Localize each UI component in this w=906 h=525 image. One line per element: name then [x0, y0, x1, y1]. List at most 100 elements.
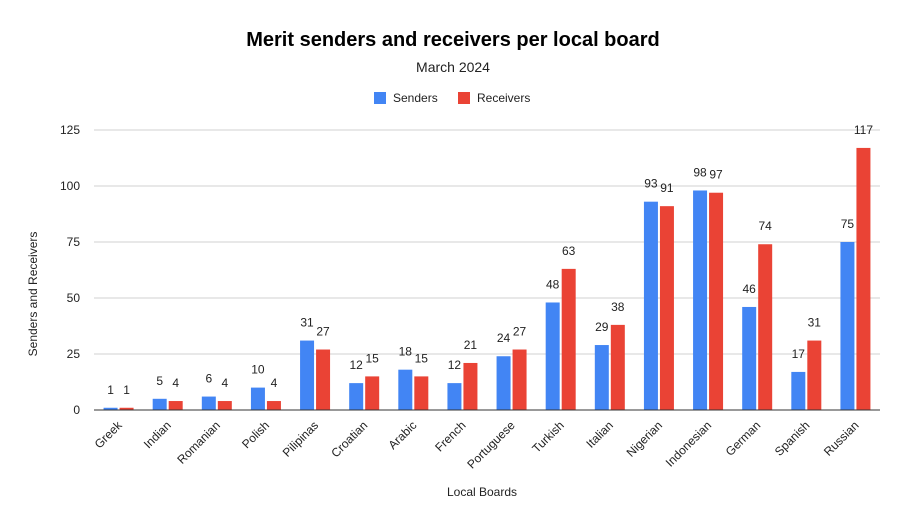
bar-receivers-arabic — [414, 376, 429, 410]
bar-receivers-greek — [119, 407, 134, 410]
bar-senders-portuguese — [496, 356, 511, 410]
data-label-receivers-greek: 1 — [123, 383, 130, 397]
x-tick-label-pilipinas: Pilipinas — [280, 418, 322, 460]
data-label-receivers-german: 74 — [759, 219, 773, 233]
y-axis-ticks: 0 25 50 75 100 125 — [60, 123, 80, 417]
bar-receivers-indonesian — [709, 192, 724, 410]
y-tick-label: 0 — [73, 403, 80, 417]
x-axis-ticks: Greek Indian Romanian Polish Pilipinas Croati… — [92, 418, 862, 472]
x-tick-label-french: French — [432, 418, 468, 454]
data-label-receivers-indonesian: 97 — [709, 168, 723, 182]
x-tick-label-nigerian: Nigerian — [624, 418, 666, 460]
bar-senders-french — [447, 383, 462, 410]
bar-senders-turkish — [545, 302, 560, 410]
bar-receivers-pilipinas — [316, 349, 331, 410]
bars — [103, 147, 871, 411]
bar-senders-polish — [250, 387, 265, 410]
x-tick-label-turkish: Turkish — [529, 418, 566, 455]
bar-senders-pilipinas — [300, 340, 315, 410]
data-label-receivers-romanian: 4 — [221, 376, 228, 390]
x-tick-label-spanish: Spanish — [772, 418, 813, 459]
data-label-receivers-portuguese: 27 — [513, 325, 527, 339]
bar-receivers-portuguese — [512, 349, 527, 410]
bar-senders-italian — [594, 345, 609, 410]
bar-receivers-nigerian — [659, 206, 674, 410]
x-tick-label-arabic: Arabic — [385, 418, 419, 452]
data-label-senders-arabic: 18 — [399, 345, 413, 359]
data-label-receivers-french: 21 — [464, 338, 478, 352]
bar-senders-indonesian — [693, 190, 708, 410]
bar-receivers-german — [758, 244, 773, 410]
data-label-senders-italian: 29 — [595, 320, 609, 334]
x-tick-label-greek: Greek — [92, 418, 126, 452]
bar-senders-german — [742, 306, 757, 410]
x-tick-label-portuguese: Portuguese — [464, 418, 518, 472]
bar-senders-spanish — [791, 371, 806, 410]
data-label-receivers-italian: 38 — [611, 300, 625, 314]
data-label-senders-greek: 1 — [107, 383, 114, 397]
legend-swatch-receivers — [458, 92, 470, 104]
data-label-senders-german: 46 — [743, 282, 757, 296]
data-label-senders-polish: 10 — [251, 363, 265, 377]
data-label-senders-russian: 75 — [841, 217, 855, 231]
data-label-receivers-russian: 117 — [854, 123, 873, 137]
data-label-senders-french: 12 — [448, 358, 462, 372]
chart-title: Merit senders and receivers per local bo… — [246, 29, 660, 51]
x-tick-label-romanian: Romanian — [174, 418, 223, 467]
data-label-receivers-arabic: 15 — [415, 351, 429, 365]
data-label-receivers-nigerian: 91 — [660, 181, 674, 195]
x-tick-label-croatian: Croatian — [328, 418, 370, 460]
bar-senders-russian — [840, 242, 855, 410]
legend-label-receivers: Receivers — [477, 91, 530, 105]
y-tick-label: 125 — [60, 123, 80, 137]
legend: Senders Receivers — [374, 91, 530, 105]
bar-senders-indian — [152, 398, 167, 410]
data-label-receivers-pilipinas: 27 — [316, 325, 330, 339]
data-label-senders-portuguese: 24 — [497, 331, 511, 345]
x-tick-label-italian: Italian — [583, 418, 616, 451]
data-label-senders-pilipinas: 31 — [300, 316, 314, 330]
data-label-senders-croatian: 12 — [350, 358, 364, 372]
data-label-senders-spanish: 17 — [792, 347, 806, 361]
bar-receivers-turkish — [561, 268, 576, 410]
y-tick-label: 100 — [60, 179, 80, 193]
bar-senders-croatian — [349, 383, 364, 410]
data-label-senders-romanian: 6 — [205, 372, 212, 386]
data-label-senders-indonesian: 98 — [693, 165, 707, 179]
chart-subtitle: March 2024 — [416, 59, 490, 75]
bar-senders-arabic — [398, 369, 413, 410]
bar-receivers-croatian — [365, 376, 380, 410]
y-tick-label: 50 — [67, 291, 81, 305]
bar-receivers-polish — [266, 401, 281, 410]
data-label-senders-indian: 5 — [156, 374, 163, 388]
y-tick-label: 75 — [67, 235, 81, 249]
bar-senders-nigerian — [643, 201, 658, 410]
legend-label-senders: Senders — [393, 91, 438, 105]
data-label-senders-turkish: 48 — [546, 277, 560, 291]
data-label-receivers-croatian: 15 — [366, 351, 380, 365]
bar-senders-romanian — [201, 396, 216, 410]
bar-receivers-russian — [856, 147, 871, 411]
x-tick-label-indonesian: Indonesian — [663, 418, 714, 469]
x-tick-label-polish: Polish — [239, 418, 272, 451]
x-axis-label: Local Boards — [447, 485, 517, 499]
bar-receivers-italian — [610, 324, 625, 410]
bar-senders-greek — [103, 407, 118, 410]
y-tick-label: 25 — [67, 347, 81, 361]
data-label-senders-nigerian: 93 — [644, 177, 658, 191]
bar-receivers-indian — [168, 401, 183, 410]
data-label-receivers-indian: 4 — [172, 376, 179, 390]
bar-receivers-spanish — [807, 340, 822, 410]
x-tick-label-indian: Indian — [141, 418, 174, 451]
data-label-receivers-polish: 4 — [271, 376, 278, 390]
bar-receivers-romanian — [217, 401, 232, 410]
data-label-receivers-spanish: 31 — [808, 316, 822, 330]
x-tick-label-german: German — [723, 418, 764, 459]
y-axis-label: Senders and Receivers — [26, 232, 40, 357]
legend-swatch-senders — [374, 92, 386, 104]
data-label-receivers-turkish: 63 — [562, 244, 576, 258]
bar-receivers-french — [463, 362, 478, 410]
